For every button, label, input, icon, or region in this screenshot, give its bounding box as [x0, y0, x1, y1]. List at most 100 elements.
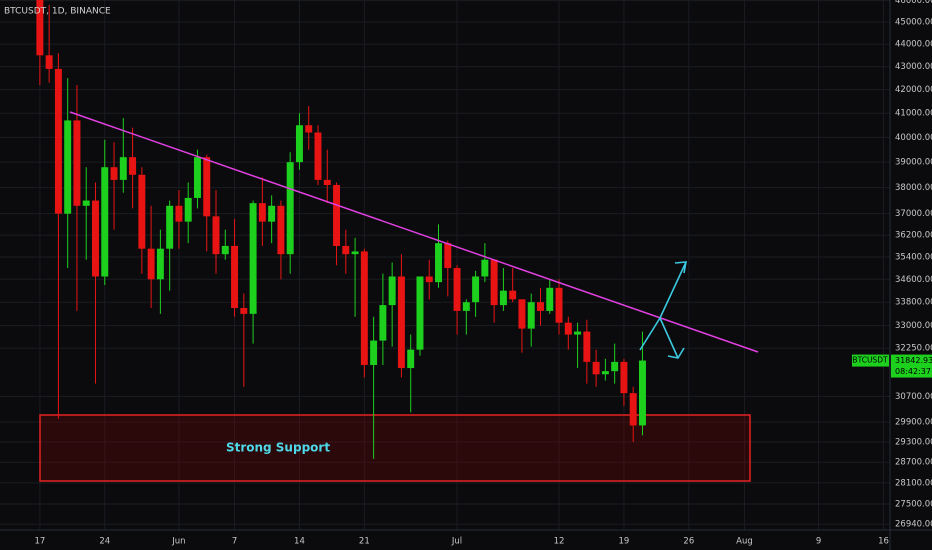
x-tick-label: 26 — [683, 537, 694, 547]
x-tick-label: Aug — [736, 537, 753, 547]
candle-body — [379, 305, 387, 341]
candle-body — [611, 361, 619, 372]
candle-body — [360, 251, 368, 365]
support-label: Strong Support — [226, 441, 330, 455]
candle-body — [277, 205, 285, 255]
y-tick-label: 39000.00 — [895, 158, 932, 168]
candle-body — [490, 259, 498, 306]
candle-body — [92, 200, 99, 277]
last-price: 31842.93 — [895, 356, 932, 365]
x-tick-label: 12 — [554, 537, 565, 547]
candle-body — [444, 243, 452, 269]
candle-body — [481, 259, 489, 277]
y-tick-label: 42000.00 — [895, 85, 932, 95]
y-tick-label: 26940.00 — [895, 520, 932, 530]
candle-body — [45, 55, 53, 69]
candle-body — [166, 205, 174, 249]
candle-body — [156, 248, 164, 280]
candle-body — [527, 302, 535, 329]
y-tick-label: 29900.00 — [895, 418, 932, 428]
candle-body — [129, 157, 137, 175]
candle-body — [416, 276, 424, 350]
x-tick-label: 24 — [99, 537, 110, 547]
x-tick-label: Jul — [451, 537, 462, 547]
y-tick-label: 28100.00 — [895, 478, 932, 488]
arrow-head — [667, 347, 685, 359]
candle-body — [351, 251, 359, 255]
candle-body — [555, 287, 563, 323]
y-tick-label: 44000.00 — [895, 40, 932, 50]
candle-body — [342, 245, 350, 255]
y-tick-label: 28700.00 — [895, 458, 932, 468]
candle-body — [54, 68, 62, 214]
candle-body — [583, 331, 591, 362]
candles-layer — [36, 0, 646, 459]
price-axis — [890, 0, 932, 550]
candle-body — [193, 157, 201, 198]
candle-body — [286, 162, 294, 255]
candle-body — [388, 276, 396, 306]
candle-body — [82, 200, 90, 206]
candle-body — [472, 276, 480, 303]
y-tick-label: 38000.00 — [895, 183, 932, 193]
y-tick-label: 35400.00 — [895, 252, 932, 262]
x-tick-label: 17 — [34, 537, 45, 547]
price-tag: BTCUSDT — [852, 356, 888, 365]
x-tick-label: Jun — [171, 537, 185, 547]
candle-body — [620, 361, 628, 394]
x-tick-label: 19 — [619, 537, 630, 547]
axes-layer: 46000.00 45000.00 44000.00 43000.00 42000.00… — [34, 0, 932, 547]
candle-body — [323, 179, 331, 186]
candle-body — [629, 393, 637, 426]
candle-body — [119, 157, 127, 180]
candle-body — [407, 349, 415, 369]
candle-body — [518, 299, 526, 329]
candle-body — [110, 167, 118, 180]
candle-body — [268, 205, 276, 222]
x-tick-label: 21 — [359, 537, 370, 547]
candle-body — [305, 125, 313, 133]
candle-body — [138, 174, 146, 249]
candle-body — [249, 203, 257, 314]
last-price-bg — [891, 354, 932, 378]
y-tick-label: 43000.00 — [895, 62, 932, 72]
y-tick-label: 46000.00 — [895, 0, 932, 6]
candle-body — [240, 308, 248, 314]
candle-body — [212, 216, 220, 255]
y-tick-label: 40000.00 — [895, 133, 932, 143]
y-tick-label: 33800.00 — [895, 298, 932, 308]
candle-body — [231, 245, 239, 309]
candle-body — [203, 157, 211, 217]
candle-body — [435, 243, 442, 283]
y-tick-label: 29300.00 — [895, 438, 932, 448]
candle-body — [499, 290, 507, 306]
arrow-down — [659, 317, 679, 359]
candle-body — [546, 287, 554, 311]
candle-body — [147, 248, 155, 280]
x-tick-label: 16 — [878, 537, 889, 547]
y-tick-label: 36200.00 — [895, 231, 932, 241]
y-tick-label: 41000.00 — [895, 109, 932, 119]
candle-body — [314, 132, 322, 180]
y-tick-label: 33000.00 — [895, 321, 932, 331]
chart-title: BTCUSDT, 1D, BINANCE — [4, 7, 111, 17]
candle-body — [574, 331, 582, 335]
candle-body — [592, 361, 600, 375]
candle-body — [509, 290, 517, 300]
candle-body — [36, 0, 44, 56]
candle-body — [425, 276, 433, 283]
x-tick-label: 14 — [294, 537, 305, 547]
time-axis — [0, 530, 932, 550]
candle-body — [73, 120, 81, 206]
y-tick-label: 34600.00 — [895, 275, 932, 285]
candle-body — [184, 197, 192, 222]
candle-body — [537, 302, 544, 311]
grid-layer — [0, 0, 890, 530]
candle-body — [101, 167, 109, 277]
candle-body — [638, 360, 646, 426]
y-tick-label: 45000.00 — [895, 18, 932, 28]
y-tick-label: 32250.00 — [895, 344, 932, 354]
candle-body — [601, 371, 609, 375]
